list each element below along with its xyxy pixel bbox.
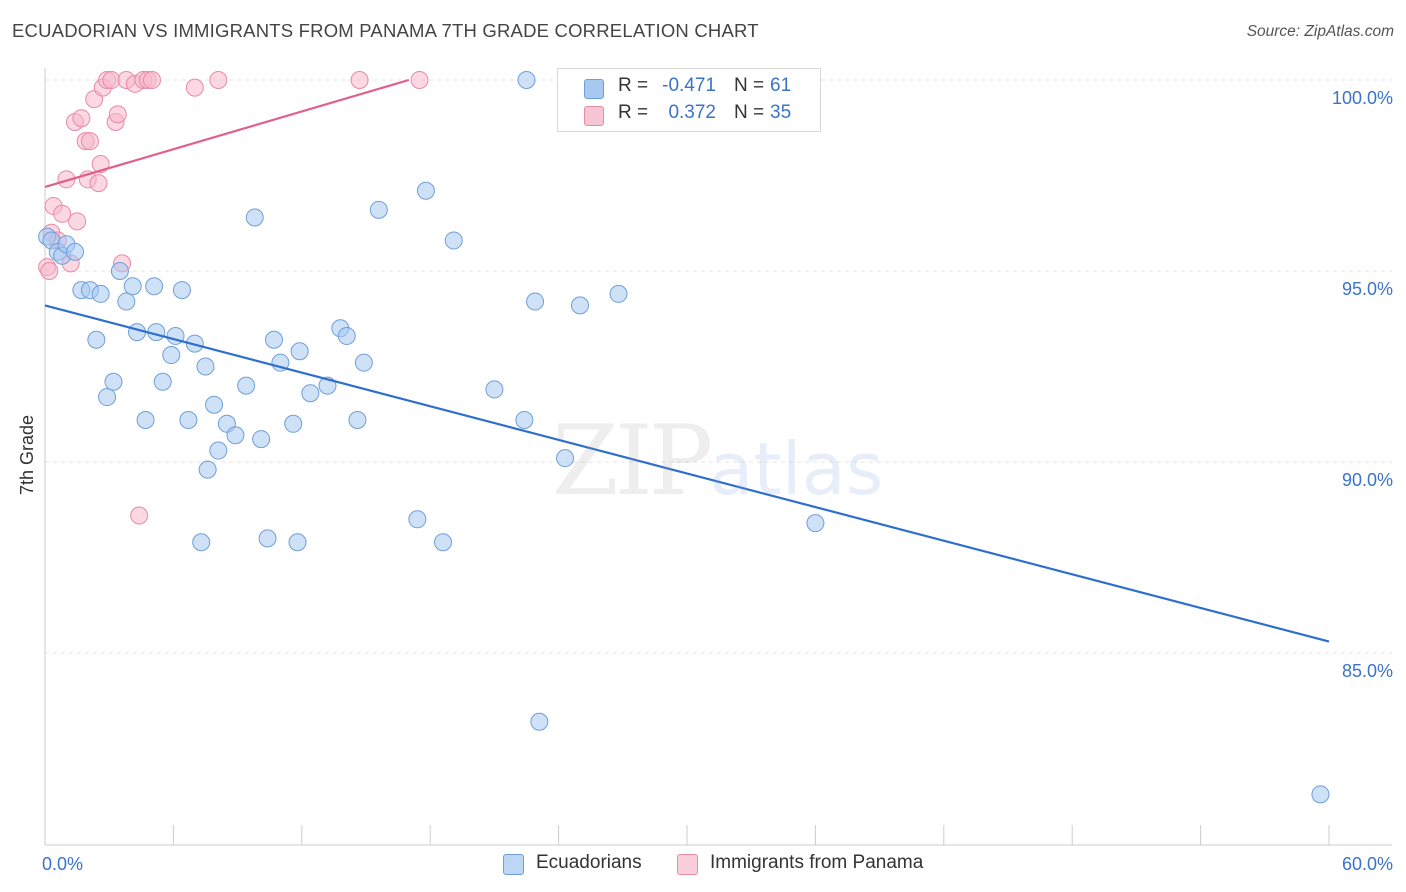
data-point <box>252 430 271 449</box>
data-point <box>515 410 534 429</box>
trend-line-ecuadorians <box>44 304 1330 643</box>
legend-label-ecuadorians: Ecuadorians <box>536 852 642 873</box>
data-point <box>68 212 87 231</box>
data-point <box>53 204 72 223</box>
legend-r-value: -0.471 <box>662 75 716 96</box>
y-axis-label: 7th Grade <box>17 415 37 495</box>
watermark-zip: ZIP <box>552 405 713 517</box>
data-point <box>179 410 198 429</box>
y-tick-label: 90.0% <box>1342 470 1393 490</box>
data-point <box>556 449 575 468</box>
legend-swatch-blue <box>503 854 524 875</box>
data-point <box>143 71 161 89</box>
data-point <box>80 132 99 151</box>
data-point <box>172 281 191 300</box>
data-point <box>162 346 181 365</box>
data-point <box>301 384 320 403</box>
data-point <box>350 71 369 89</box>
legend-n-label: N = <box>734 102 765 123</box>
legend-label-panama: Immigrants from Panama <box>710 852 924 873</box>
data-point <box>284 414 303 433</box>
data-point <box>87 330 106 349</box>
data-point <box>237 376 256 395</box>
watermark: ZIPatlas <box>552 405 883 517</box>
legend-n-label: N = <box>734 75 765 96</box>
data-point <box>91 284 110 303</box>
data-point <box>198 460 217 479</box>
data-point <box>110 262 129 280</box>
y-tick-label: 100.0% <box>1332 88 1393 108</box>
data-point <box>1311 785 1330 804</box>
data-point <box>205 395 224 414</box>
trend-line-panama <box>44 78 410 189</box>
data-point <box>264 330 283 349</box>
data-point <box>434 533 453 552</box>
source-credit: Source: ZipAtlas.com <box>1246 23 1394 40</box>
x-axis-ticks <box>44 825 1330 845</box>
data-point <box>609 284 628 303</box>
legend-swatch-blue <box>584 79 604 99</box>
legend-n-value: 61 <box>770 75 792 96</box>
data-point <box>354 353 373 372</box>
data-point <box>145 277 164 296</box>
data-point <box>369 200 388 219</box>
legend-row-panama: R = 0.372 N = 35 <box>558 100 820 128</box>
legend-row-ecuadorians: R = -0.471 N = 61 <box>558 73 820 101</box>
data-point <box>530 712 549 731</box>
data-point <box>108 105 127 124</box>
y-tick-label: 85.0% <box>1342 661 1393 681</box>
data-point <box>153 372 172 391</box>
data-point <box>196 357 215 376</box>
trend-lines <box>44 78 1330 643</box>
legend-swatch-pink <box>677 854 698 875</box>
data-point <box>57 170 76 189</box>
data-point <box>104 372 123 391</box>
data-point <box>290 342 309 361</box>
data-point <box>410 71 429 89</box>
data-point <box>72 109 91 128</box>
data-point <box>209 441 228 460</box>
y-tick-label: 95.0% <box>1342 279 1393 299</box>
stats-legend: R = -0.471 N = 61 R = 0.372 N = 35 <box>557 68 821 132</box>
data-point <box>444 231 463 250</box>
data-point <box>226 426 245 445</box>
data-point <box>571 296 589 315</box>
data-point <box>245 208 264 227</box>
data-point <box>65 242 84 261</box>
data-point <box>89 174 108 193</box>
data-point <box>258 529 277 548</box>
data-point <box>192 533 211 552</box>
data-point <box>517 71 536 89</box>
legend-swatch-pink <box>584 106 604 126</box>
data-point <box>117 292 136 311</box>
x-tick-label-min: 0.0% <box>42 854 83 874</box>
data-point <box>526 292 545 311</box>
series-ecuadorians <box>38 71 1330 804</box>
data-point <box>102 71 121 89</box>
data-point <box>288 533 307 552</box>
watermark-atlas: atlas <box>709 427 884 511</box>
legend-r-value: 0.372 <box>668 102 716 123</box>
legend-n-value: 35 <box>770 102 792 123</box>
data-point <box>123 277 142 296</box>
data-point <box>416 181 435 200</box>
legend-r-label: R = <box>618 75 649 96</box>
data-point <box>209 71 228 89</box>
data-point <box>408 510 427 529</box>
x-tick-label-max: 60.0% <box>1342 854 1393 874</box>
data-point <box>130 506 149 525</box>
data-point <box>348 410 367 429</box>
legend-r-label: R = <box>618 102 649 123</box>
data-point <box>806 514 825 533</box>
gridlines <box>45 79 1392 654</box>
data-point <box>185 78 204 97</box>
y-axis-tick-labels: 85.0% 90.0% 95.0% 100.0% <box>1332 88 1393 681</box>
data-point <box>40 262 59 280</box>
data-point <box>337 326 356 345</box>
data-point <box>136 410 155 429</box>
chart-title: ECUADORIAN VS IMMIGRANTS FROM PANAMA 7TH… <box>12 20 759 41</box>
data-point <box>485 380 504 399</box>
data-point <box>98 388 117 407</box>
